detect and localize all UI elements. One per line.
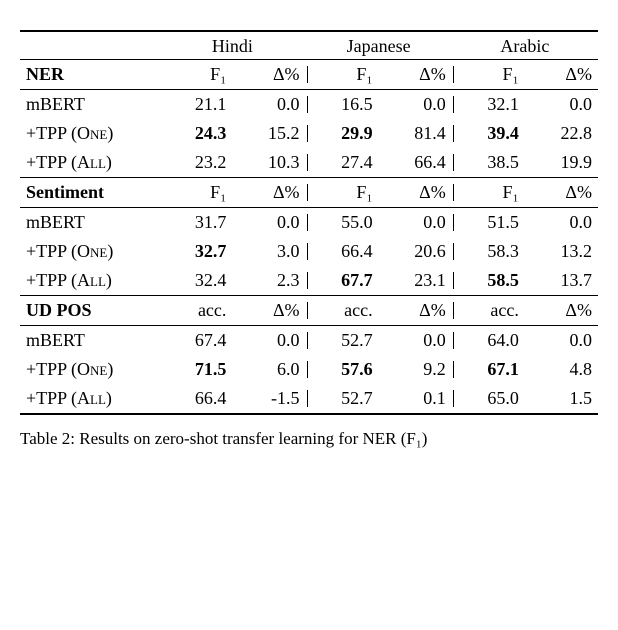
cell-value: 4.8 (525, 355, 598, 384)
lang-header: Japanese (306, 31, 452, 60)
cell-value: 65.0 (452, 384, 525, 414)
delta-label: Δ% (525, 296, 598, 326)
row-label: mBERT (20, 208, 159, 238)
delta-label: Δ% (232, 60, 305, 90)
cell-value: 19.9 (525, 148, 598, 178)
cell-value: 9.2 (379, 355, 452, 384)
cell-value: 22.8 (525, 119, 598, 148)
cell-value: -1.5 (232, 384, 305, 414)
cell-value: 67.1 (452, 355, 525, 384)
cell-value: 38.5 (452, 148, 525, 178)
cell-value: 1.5 (525, 384, 598, 414)
cell-value: 0.0 (232, 326, 305, 356)
cell-value: 32.4 (159, 266, 232, 296)
cell-value: 0.0 (525, 90, 598, 120)
cell-value: 13.2 (525, 237, 598, 266)
section-name: Sentiment (20, 178, 159, 208)
row-label: +TPP (One) (20, 119, 159, 148)
cell-value: 0.0 (379, 90, 452, 120)
cell-value: 71.5 (159, 355, 232, 384)
cell-value: 23.2 (159, 148, 232, 178)
cell-value: 67.7 (306, 266, 379, 296)
section-name: NER (20, 60, 159, 90)
delta-label: Δ% (379, 296, 452, 326)
results-table-container: HindiJapaneseArabicNERF₁Δ%F₁Δ%F₁Δ%mBERT2… (20, 30, 598, 449)
cell-value: 0.0 (232, 90, 305, 120)
cell-value: 16.5 (306, 90, 379, 120)
cell-value: 2.3 (232, 266, 305, 296)
cell-value: 32.1 (452, 90, 525, 120)
cell-value: 15.2 (232, 119, 305, 148)
cell-value: 52.7 (306, 326, 379, 356)
cell-value: 57.6 (306, 355, 379, 384)
metric-label: acc. (306, 296, 379, 326)
cell-value: 0.1 (379, 384, 452, 414)
table-caption: Table 2: Results on zero-shot transfer l… (20, 429, 598, 449)
cell-value: 58.5 (452, 266, 525, 296)
delta-label: Δ% (232, 296, 305, 326)
metric-label: acc. (452, 296, 525, 326)
cell-value: 55.0 (306, 208, 379, 238)
cell-value: 20.6 (379, 237, 452, 266)
cell-value: 66.4 (159, 384, 232, 414)
metric-label: acc. (159, 296, 232, 326)
cell-value: 0.0 (525, 208, 598, 238)
row-label: +TPP (One) (20, 355, 159, 384)
row-label: +TPP (All) (20, 266, 159, 296)
lang-header: Arabic (452, 31, 598, 60)
cell-value: 52.7 (306, 384, 379, 414)
cell-value: 3.0 (232, 237, 305, 266)
cell-value: 13.7 (525, 266, 598, 296)
results-table: HindiJapaneseArabicNERF₁Δ%F₁Δ%F₁Δ%mBERT2… (20, 30, 598, 415)
row-label: +TPP (One) (20, 237, 159, 266)
delta-label: Δ% (525, 178, 598, 208)
delta-label: Δ% (379, 178, 452, 208)
metric-label: F₁ (159, 178, 232, 208)
row-label: +TPP (All) (20, 148, 159, 178)
row-label: mBERT (20, 90, 159, 120)
cell-value: 0.0 (525, 326, 598, 356)
cell-value: 39.4 (452, 119, 525, 148)
metric-label: F₁ (452, 178, 525, 208)
cell-value: 32.7 (159, 237, 232, 266)
section-name: UD POS (20, 296, 159, 326)
cell-value: 0.0 (379, 326, 452, 356)
cell-value: 31.7 (159, 208, 232, 238)
cell-value: 64.0 (452, 326, 525, 356)
metric-label: F₁ (306, 178, 379, 208)
cell-value: 27.4 (306, 148, 379, 178)
cell-value: 6.0 (232, 355, 305, 384)
row-label: +TPP (All) (20, 384, 159, 414)
delta-label: Δ% (379, 60, 452, 90)
metric-label: F₁ (306, 60, 379, 90)
cell-value: 0.0 (379, 208, 452, 238)
cell-value: 66.4 (379, 148, 452, 178)
cell-value: 23.1 (379, 266, 452, 296)
metric-label: F₁ (159, 60, 232, 90)
lang-header: Hindi (159, 31, 305, 60)
cell-value: 51.5 (452, 208, 525, 238)
cell-value: 0.0 (232, 208, 305, 238)
cell-value: 67.4 (159, 326, 232, 356)
row-label: mBERT (20, 326, 159, 356)
cell-value: 29.9 (306, 119, 379, 148)
delta-label: Δ% (232, 178, 305, 208)
cell-value: 66.4 (306, 237, 379, 266)
delta-label: Δ% (525, 60, 598, 90)
cell-value: 24.3 (159, 119, 232, 148)
cell-value: 81.4 (379, 119, 452, 148)
cell-value: 21.1 (159, 90, 232, 120)
cell-value: 10.3 (232, 148, 305, 178)
cell-value: 58.3 (452, 237, 525, 266)
metric-label: F₁ (452, 60, 525, 90)
